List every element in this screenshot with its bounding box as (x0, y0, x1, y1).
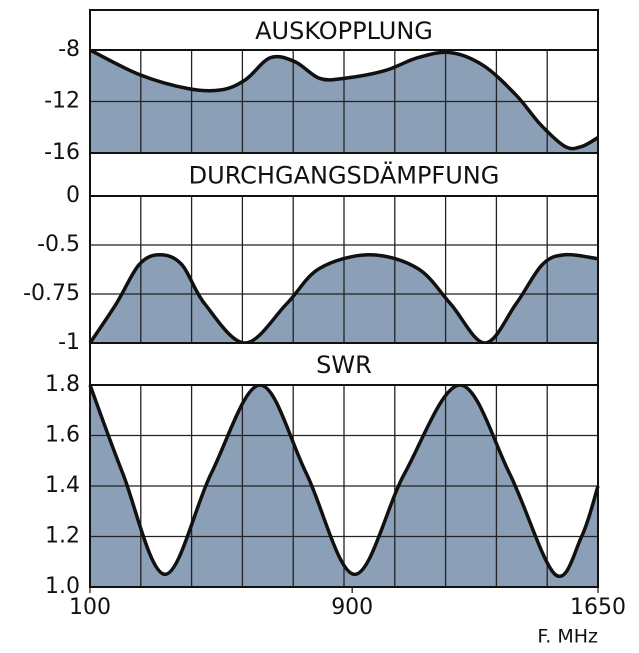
curve (88, 383, 600, 579)
y-tick-label: 1.8 (45, 372, 80, 397)
y-tick-label: -8 (58, 37, 80, 62)
y-tick-label: 1.6 (45, 423, 80, 448)
panel-title: AUSKOPPLUNG (255, 17, 433, 45)
frame (89, 9, 599, 588)
x-axis-label: F. MHz (537, 626, 598, 648)
y-tick-label: -16 (44, 140, 80, 165)
y-tick-label: -12 (44, 89, 80, 114)
curve (88, 252, 599, 345)
y-tick-label: 1.0 (45, 574, 80, 599)
panel-title: DURCHGANGSDÄMPFUNG (189, 161, 500, 190)
y-tick-label: -0.5 (37, 232, 80, 257)
y-tick-label: 0 (66, 183, 80, 208)
y-tick-label: 1.4 (45, 473, 80, 498)
x-tick-label: 1650 (570, 595, 626, 620)
y-tick-label: 1.2 (45, 524, 80, 549)
x-tick-label: 900 (331, 595, 373, 620)
panel-title: SWR (316, 351, 372, 379)
y-tick-label: -1 (58, 330, 80, 355)
curve (89, 48, 599, 151)
x-tick-label: 100 (69, 595, 111, 620)
y-tick-label: -0.75 (23, 281, 80, 306)
